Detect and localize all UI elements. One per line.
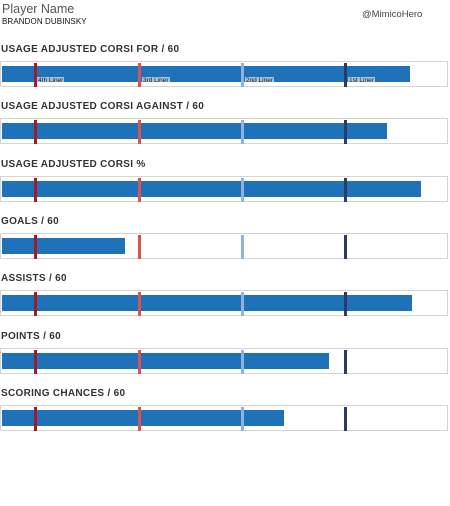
metric-bar: [2, 295, 412, 312]
metric-bar: [2, 409, 285, 426]
tier-line: [344, 177, 348, 202]
tier-line: [344, 292, 348, 317]
metric-panel: [0, 175, 448, 202]
metric-panel: [0, 118, 448, 145]
tier-line: [33, 177, 37, 202]
tier-line: [33, 120, 37, 145]
metric-bar: [2, 66, 410, 82]
tier-line: [138, 292, 142, 317]
tier-line: [241, 234, 245, 259]
tier-label: 2nd Liner: [244, 77, 275, 84]
tier-line: [241, 177, 245, 202]
tier-line: [138, 406, 142, 431]
metric-panel: [0, 232, 448, 259]
chart-header: Player Name BRANDON DUBINSKY @MimicoHero: [0, 0, 450, 32]
tier-line: [241, 63, 245, 87]
tier-line: [344, 120, 348, 145]
metric-panel: [0, 404, 448, 431]
tier-line: [138, 349, 142, 374]
metric-panel: 4th Liner 3rd Liner 2nd Liner 1st Liner: [0, 61, 448, 87]
metric-bar: [2, 352, 330, 369]
metric-bar: [2, 123, 388, 140]
metric-bar: [2, 237, 126, 254]
tier-label: 1st Liner: [347, 77, 375, 84]
tier-line: [241, 349, 245, 374]
tier-line: [33, 292, 37, 317]
tier-line: [138, 234, 142, 259]
tier-line: [344, 234, 348, 259]
tier-line: [241, 292, 245, 317]
tier-line: [241, 406, 245, 431]
metric-bar: [2, 180, 421, 197]
player-name: BRANDON DUBINSKY: [2, 17, 87, 26]
twitter-handle: @MimicoHero: [362, 9, 423, 20]
metric-label: SCORING CHANCES / 60: [1, 387, 126, 399]
metric-label: USAGE ADJUSTED CORSI %: [1, 158, 146, 170]
metric-label: USAGE ADJUSTED CORSI AGAINST / 60: [1, 101, 205, 113]
metric-panel: [0, 347, 448, 374]
metric-label: POINTS / 60: [1, 330, 61, 342]
tier-line: [344, 63, 348, 87]
tier-line: [138, 177, 142, 202]
tier-line: [241, 120, 245, 145]
tier-line: [344, 406, 348, 431]
tier-line: [33, 234, 37, 259]
tier-line: [33, 63, 37, 87]
metric-label: USAGE ADJUSTED CORSI FOR / 60: [1, 44, 180, 55]
tier-label: 4th Liner: [37, 77, 65, 84]
chart-title: Player Name: [2, 2, 75, 16]
tier-line: [33, 349, 37, 374]
tier-line: [138, 63, 142, 87]
metric-label: GOALS / 60: [1, 215, 60, 227]
tier-line: [33, 406, 37, 431]
metric-label: ASSISTS / 60: [1, 273, 67, 285]
tier-line: [138, 120, 142, 145]
metric-panel: [0, 290, 448, 317]
tier-line: [344, 349, 348, 374]
tier-label: 3rd Liner: [141, 77, 170, 84]
